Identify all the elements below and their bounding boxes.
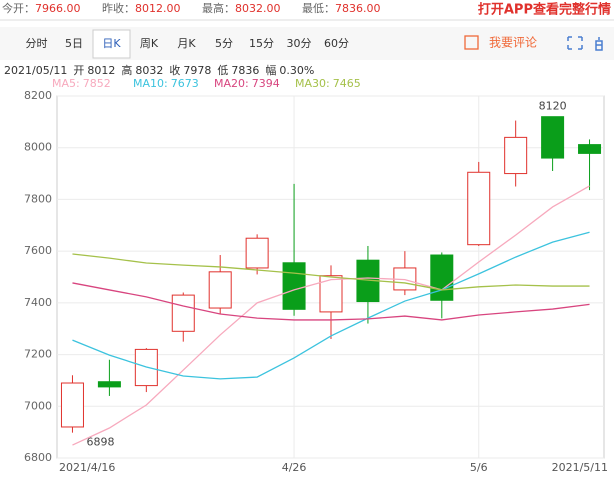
- info-date: 2021/05/11: [4, 64, 67, 77]
- candle-body: [541, 116, 565, 159]
- legend-value: 7394: [252, 77, 280, 90]
- y-tick-label: 7200: [24, 348, 52, 361]
- pen-icon: [464, 35, 479, 50]
- quote: 昨收：8012.00: [102, 1, 181, 15]
- quote-label: 昨收：: [102, 1, 135, 15]
- legend-entry: MA5: 7852: [52, 77, 111, 90]
- info-label: 幅: [265, 64, 276, 77]
- legend-entry: MA20: 7394: [214, 77, 280, 90]
- candle-body: [282, 262, 306, 310]
- legend-entry: MA10: 7673: [133, 77, 199, 90]
- ma-line: [72, 185, 590, 446]
- tab-label[interactable]: 月K: [177, 37, 196, 50]
- x-tick-label: 2021/5/11: [552, 461, 608, 474]
- quote-label: 最低：: [302, 2, 335, 15]
- candle-body: [504, 136, 528, 175]
- fullscreen-icon[interactable]: [567, 36, 583, 50]
- legend-name: MA10: [133, 77, 164, 90]
- tab[interactable]: [280, 30, 318, 58]
- legend-value: 7465: [333, 77, 361, 90]
- tab-label[interactable]: 15分: [249, 37, 274, 50]
- tab-label[interactable]: 30分: [287, 37, 312, 50]
- tab-label[interactable]: 60分: [324, 37, 349, 50]
- info-label: 收: [169, 63, 180, 77]
- quote-value: 7966.00: [35, 2, 81, 15]
- legend-sep: :: [245, 77, 249, 90]
- y-tick-label: 7000: [24, 399, 52, 412]
- x-tick-label: 2021/4/16: [59, 461, 115, 474]
- candle-body: [97, 381, 121, 388]
- info-line: 2021/05/11 开 8012 高 8032 收 7978 低 7836 幅 0.30%: [4, 63, 314, 77]
- candle-body: [319, 275, 343, 313]
- info-value: 8032: [135, 64, 163, 77]
- quote-value: 8032.00: [235, 2, 281, 15]
- quote-value: 8012.00: [135, 2, 181, 15]
- tab[interactable]: [55, 30, 93, 58]
- quote-label: 最高：: [202, 1, 235, 15]
- legend-sep: :: [76, 77, 80, 90]
- ma-line: [72, 282, 590, 321]
- ma-line: [72, 253, 590, 291]
- info-value: 0.30%: [279, 64, 314, 77]
- y-tick-label: 8000: [24, 141, 52, 154]
- y-tick-label: 7800: [24, 192, 52, 205]
- quote-label: 今开：: [2, 1, 35, 15]
- candle-body: [467, 171, 491, 246]
- high-label: 8120: [539, 100, 567, 113]
- quote: 最低：7836.00: [302, 2, 381, 15]
- tab-label[interactable]: 5分: [215, 37, 233, 50]
- candle-body: [208, 271, 232, 309]
- legend-name: MA5: [52, 77, 76, 90]
- legend-name: MA20: [214, 77, 245, 90]
- info-value: 7836: [231, 64, 259, 77]
- app-link[interactable]: 打开APP查看完整行情: [478, 2, 611, 18]
- candle-body: [60, 382, 84, 428]
- y-tick-label: 7600: [24, 244, 52, 257]
- info-value: 8012: [87, 64, 115, 77]
- info-label: 开: [73, 64, 84, 77]
- legend-value: 7673: [171, 77, 199, 90]
- legend-value: 7852: [83, 77, 111, 90]
- legend-entry: MA30: 7465: [295, 77, 361, 90]
- tab[interactable]: [18, 30, 55, 58]
- quote-value: 7836.00: [335, 2, 381, 15]
- info-label: 高: [121, 63, 132, 77]
- legend-sep: :: [326, 77, 330, 90]
- tab-label[interactable]: 分时: [26, 37, 48, 50]
- y-tick-label: 6800: [24, 451, 52, 464]
- tab[interactable]: [130, 30, 168, 58]
- tab[interactable]: [243, 30, 280, 58]
- quote: 最高：8032.00: [202, 1, 281, 15]
- quote: 今开：7966.00: [2, 1, 81, 15]
- y-tick-label: 7400: [24, 296, 52, 309]
- low-label: 6898: [86, 436, 114, 449]
- icons[interactable]: [567, 36, 603, 51]
- settings-icon[interactable]: [595, 37, 603, 51]
- y-tick-label: 8200: [24, 89, 52, 102]
- x-tick-label: 5/6: [470, 461, 488, 474]
- candle-body: [578, 144, 602, 154]
- ma-line: [72, 231, 590, 380]
- x-tick-label: 4/26: [282, 461, 307, 474]
- legend-name: MA30: [295, 77, 326, 90]
- tab[interactable]: [205, 30, 243, 58]
- legend-sep: :: [164, 77, 168, 90]
- tab[interactable]: [168, 30, 205, 58]
- tab-label[interactable]: 日K: [102, 37, 121, 50]
- tab[interactable]: [92, 29, 131, 59]
- info-value: 7978: [183, 64, 211, 77]
- comment-button[interactable]: 我要评论: [464, 35, 537, 50]
- info-label: 低: [217, 64, 228, 77]
- tab-label[interactable]: 5日: [65, 37, 83, 50]
- tab[interactable]: [318, 30, 355, 58]
- candle-body: [430, 254, 454, 301]
- tab-label[interactable]: 周K: [140, 37, 159, 50]
- candle-body: [171, 294, 195, 332]
- candle-body: [245, 237, 269, 269]
- comment-label[interactable]: 我要评论: [489, 36, 537, 50]
